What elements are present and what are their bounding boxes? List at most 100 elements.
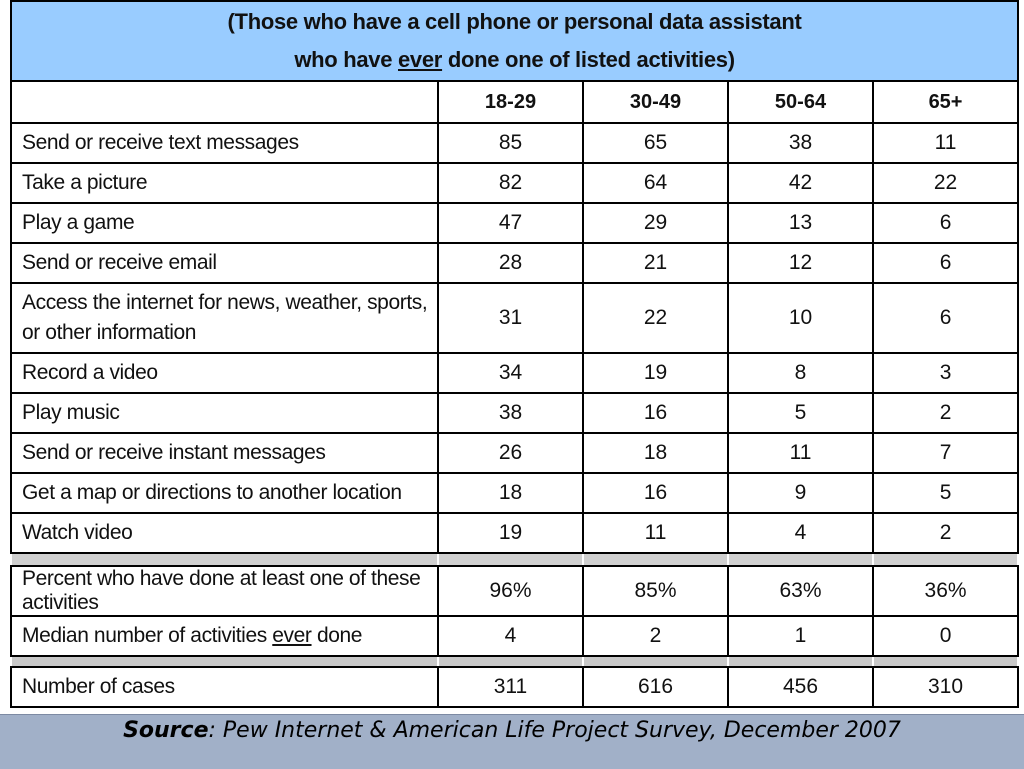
row-label: Take a picture (10, 162, 439, 204)
table-cell: 616 (582, 666, 729, 708)
table-cell: 21 (582, 242, 729, 284)
header-row: 18-29 30-49 50-64 65+ (10, 80, 1020, 124)
row-label: Median number of activities ever done (10, 615, 439, 657)
summary-row: Median number of activities ever done 4 2 1… (10, 615, 1020, 657)
row-label: Play a game (10, 202, 439, 244)
row-label: Number of cases (10, 666, 439, 708)
separator-cell (871, 552, 1020, 567)
table-cell: 82 (437, 162, 584, 204)
table-row: Send or receive text messages 85 65 38 11 (10, 122, 1020, 164)
table-cell: 19 (582, 352, 729, 394)
table-cell: 3 (871, 352, 1020, 394)
table-cell: 85% (582, 565, 729, 617)
separator-cell (582, 552, 729, 567)
table-cell: 34 (437, 352, 584, 394)
table-row: Take a picture 82 64 42 22 (10, 162, 1020, 204)
table-cell: 5 (871, 472, 1020, 514)
row-label: Send or receive email (10, 242, 439, 284)
table-body: (Those who have a cell phone or personal… (9, 0, 1020, 708)
cases-row: Number of cases 311 616 456 310 (10, 666, 1020, 708)
row-label-pre: Median number of activities (22, 624, 273, 647)
table-title: (Those who have a cell phone or personal… (9, 0, 1020, 82)
table-cell: 5 (727, 392, 874, 434)
table-cell: 311 (437, 666, 584, 708)
table-cell: 38 (437, 392, 584, 434)
table-cell: 18 (437, 472, 584, 514)
table-cell: 4 (727, 512, 874, 554)
table-cell: 9 (727, 472, 874, 514)
separator-cell (727, 552, 874, 567)
table-cell: 2 (582, 615, 729, 657)
row-label-post: done (311, 624, 363, 647)
table-cell: 1 (727, 615, 874, 657)
header-blank-cell (10, 80, 439, 124)
table-cell: 26 (437, 432, 584, 474)
table-cell: 6 (871, 282, 1020, 354)
separator-cell (10, 655, 439, 668)
title-row: (Those who have a cell phone or personal… (9, 0, 1020, 82)
separator-cell (10, 552, 439, 567)
table-row: Send or receive instant messages 26 18 11 7 (10, 432, 1020, 474)
table-cell: 63% (727, 565, 874, 617)
separator-cell (437, 552, 584, 567)
row-label: Play music (10, 392, 439, 434)
table-cell: 11 (871, 122, 1020, 164)
table-cell: 310 (871, 666, 1020, 708)
table-cell: 4 (437, 615, 584, 657)
row-label: Get a map or directions to another locat… (10, 472, 439, 514)
row-label: Record a video (10, 352, 439, 394)
title-line-2-pre: who have (294, 47, 398, 72)
separator-row (10, 655, 1020, 668)
column-header: 65+ (871, 80, 1020, 124)
table-row: Send or receive email 28 21 12 6 (10, 242, 1020, 284)
title-line-2-emphasis: ever (398, 47, 443, 72)
table-cell: 11 (727, 432, 874, 474)
table-row: Access the internet for news, weather, s… (10, 282, 1020, 354)
table-cell: 8 (727, 352, 874, 394)
data-table-container: (Those who have a cell phone or personal… (9, 0, 1020, 708)
separator-cell (727, 655, 874, 668)
table-cell: 22 (871, 162, 1020, 204)
row-label: Percent who have done at least one of th… (10, 565, 439, 617)
row-label: Access the internet for news, weather, s… (10, 282, 439, 354)
table-cell: 96% (437, 565, 584, 617)
table-cell: 16 (582, 392, 729, 434)
table-cell: 22 (582, 282, 729, 354)
summary-row: Percent who have done at least one of th… (10, 565, 1020, 617)
table-cell: 38 (727, 122, 874, 164)
source-separator: : (208, 718, 223, 743)
separator-cell (437, 655, 584, 668)
table-cell: 18 (582, 432, 729, 474)
table-cell: 2 (871, 392, 1020, 434)
source-label: Source (123, 718, 209, 743)
activities-table: (Those who have a cell phone or personal… (9, 0, 1020, 708)
table-cell: 10 (727, 282, 874, 354)
title-line-1: (Those who have a cell phone or personal… (227, 9, 802, 34)
row-label-emphasis: ever (272, 624, 312, 647)
table-cell: 456 (727, 666, 874, 708)
source-text: Pew Internet & American Life Project Sur… (222, 718, 901, 743)
column-header: 30-49 (582, 80, 729, 124)
column-header: 50-64 (727, 80, 874, 124)
table-cell: 19 (437, 512, 584, 554)
table-cell: 42 (727, 162, 874, 204)
row-label: Send or receive text messages (10, 122, 439, 164)
table-cell: 6 (871, 202, 1020, 244)
table-cell: 7 (871, 432, 1020, 474)
table-cell: 64 (582, 162, 729, 204)
table-row: Record a video 34 19 8 3 (10, 352, 1020, 394)
source-citation: Source: Pew Internet & American Life Pro… (0, 715, 1024, 746)
row-label: Send or receive instant messages (10, 432, 439, 474)
table-cell: 85 (437, 122, 584, 164)
table-cell: 11 (582, 512, 729, 554)
separator-cell (582, 655, 729, 668)
table-cell: 65 (582, 122, 729, 164)
table-row: Play music 38 16 5 2 (10, 392, 1020, 434)
table-cell: 31 (437, 282, 584, 354)
table-cell: 28 (437, 242, 584, 284)
separator-row (10, 552, 1020, 567)
column-header: 18-29 (437, 80, 584, 124)
title-line-2-post: done one of listed activities) (442, 47, 735, 72)
table-row: Watch video 19 11 4 2 (10, 512, 1020, 554)
separator-cell (871, 655, 1020, 668)
